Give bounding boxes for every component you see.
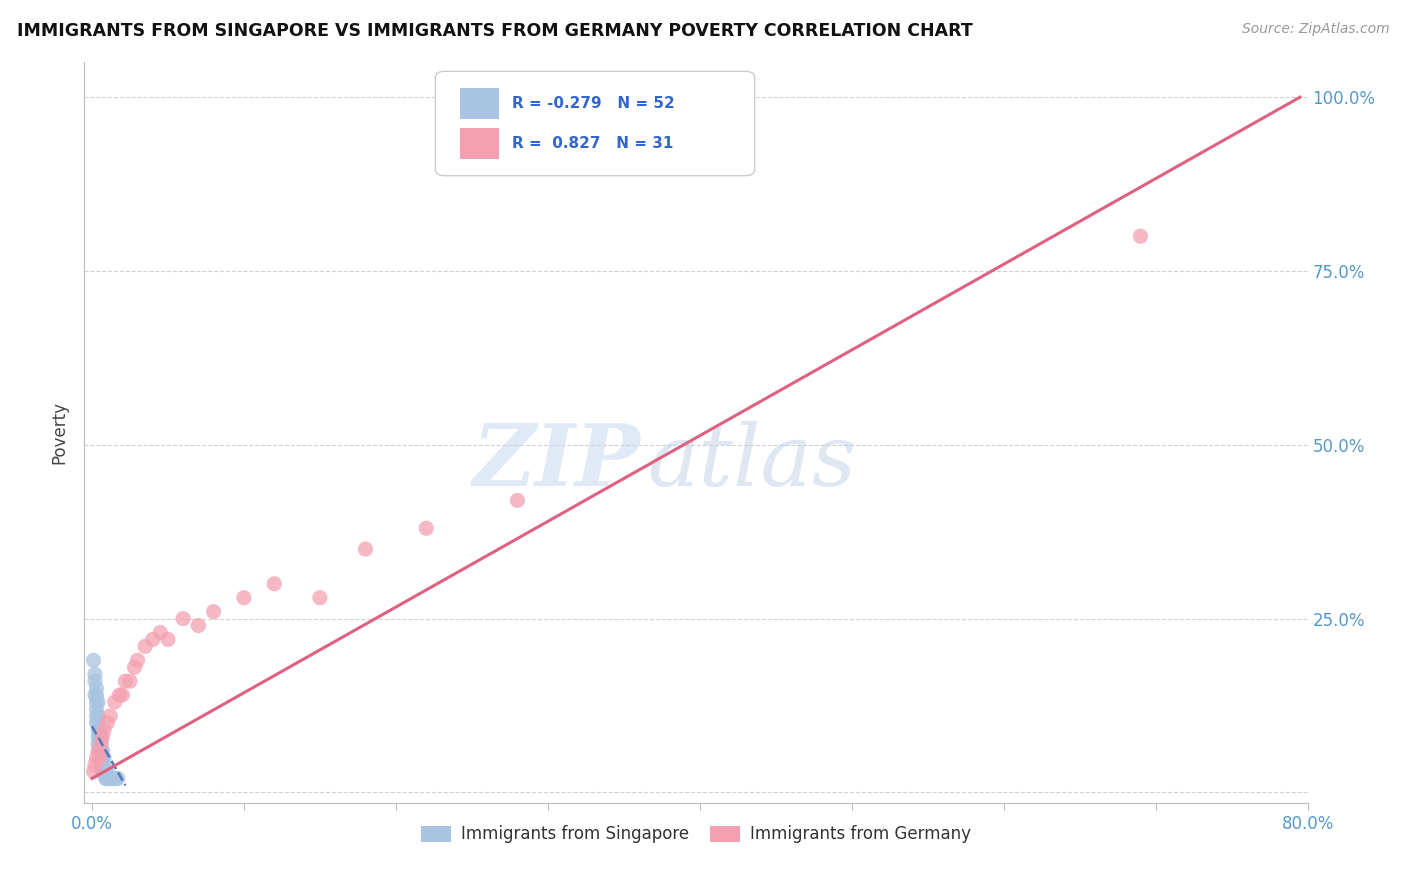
Bar bbox=[460, 128, 499, 159]
Point bbox=[87, 730, 110, 744]
Point bbox=[149, 625, 172, 640]
Point bbox=[91, 750, 114, 764]
Point bbox=[86, 688, 108, 702]
Text: R = -0.279   N = 52: R = -0.279 N = 52 bbox=[513, 96, 675, 112]
Point bbox=[84, 667, 107, 681]
Text: R =  0.827   N = 31: R = 0.827 N = 31 bbox=[513, 136, 673, 151]
Point bbox=[118, 674, 141, 689]
Point bbox=[93, 764, 115, 779]
Point bbox=[84, 688, 107, 702]
Point bbox=[114, 674, 136, 689]
Text: IMMIGRANTS FROM SINGAPORE VS IMMIGRANTS FROM GERMANY POVERTY CORRELATION CHART: IMMIGRANTS FROM SINGAPORE VS IMMIGRANTS … bbox=[17, 22, 973, 40]
Point bbox=[124, 660, 146, 674]
Point bbox=[89, 750, 111, 764]
Point bbox=[134, 640, 156, 654]
Point bbox=[100, 772, 122, 786]
Point bbox=[90, 757, 112, 772]
Point bbox=[82, 653, 104, 667]
Point bbox=[104, 695, 127, 709]
Point bbox=[87, 737, 110, 751]
Point bbox=[86, 709, 108, 723]
Point bbox=[111, 688, 134, 702]
Legend: Immigrants from Singapore, Immigrants from Germany: Immigrants from Singapore, Immigrants fr… bbox=[415, 819, 977, 850]
Point bbox=[93, 757, 115, 772]
Point bbox=[90, 730, 112, 744]
Point bbox=[86, 702, 108, 716]
Point bbox=[506, 493, 529, 508]
Point bbox=[107, 772, 129, 786]
Y-axis label: Poverty: Poverty bbox=[51, 401, 69, 464]
Point bbox=[89, 744, 111, 758]
Point bbox=[98, 709, 121, 723]
Point bbox=[90, 757, 112, 772]
Point bbox=[172, 611, 194, 625]
Point bbox=[91, 744, 114, 758]
Point bbox=[97, 772, 120, 786]
Point bbox=[93, 764, 115, 779]
Point bbox=[89, 744, 111, 758]
Point bbox=[87, 709, 110, 723]
Point bbox=[98, 772, 121, 786]
Point bbox=[90, 744, 112, 758]
Point bbox=[89, 730, 111, 744]
Point bbox=[263, 577, 285, 591]
Text: atlas: atlas bbox=[647, 421, 856, 504]
Point bbox=[187, 618, 209, 632]
Point bbox=[89, 737, 111, 751]
Point bbox=[87, 744, 110, 758]
Point bbox=[96, 772, 118, 786]
Point bbox=[89, 737, 111, 751]
Point bbox=[108, 688, 131, 702]
Point bbox=[232, 591, 254, 605]
Point bbox=[105, 772, 128, 786]
Point bbox=[87, 695, 110, 709]
Point bbox=[94, 772, 117, 786]
Point bbox=[89, 723, 111, 737]
Point bbox=[96, 715, 118, 730]
Point bbox=[84, 757, 107, 772]
Point bbox=[91, 730, 114, 744]
Bar bbox=[460, 88, 499, 120]
Point bbox=[90, 737, 112, 751]
Point bbox=[93, 750, 115, 764]
Text: Source: ZipAtlas.com: Source: ZipAtlas.com bbox=[1241, 22, 1389, 37]
Point bbox=[86, 750, 108, 764]
Point bbox=[96, 772, 118, 786]
Point bbox=[87, 715, 110, 730]
Point bbox=[82, 764, 104, 779]
Point bbox=[202, 605, 225, 619]
Point bbox=[156, 632, 179, 647]
Point bbox=[86, 715, 108, 730]
Point bbox=[93, 723, 115, 737]
Point bbox=[84, 674, 107, 689]
Point bbox=[86, 695, 108, 709]
Point bbox=[98, 772, 121, 786]
Point bbox=[91, 757, 114, 772]
Point bbox=[91, 764, 114, 779]
Point bbox=[309, 591, 332, 605]
Point bbox=[415, 521, 437, 535]
Point bbox=[96, 764, 118, 779]
Point bbox=[97, 772, 120, 786]
Point bbox=[91, 757, 114, 772]
Text: ZIP: ZIP bbox=[472, 420, 641, 504]
Point bbox=[127, 653, 149, 667]
Point bbox=[87, 723, 110, 737]
Point bbox=[104, 772, 127, 786]
Point bbox=[86, 681, 108, 695]
Point bbox=[89, 750, 111, 764]
FancyBboxPatch shape bbox=[436, 71, 755, 176]
Point bbox=[354, 542, 377, 557]
Point bbox=[90, 737, 112, 751]
Point bbox=[90, 750, 112, 764]
Point bbox=[1129, 229, 1152, 244]
Point bbox=[94, 764, 117, 779]
Point bbox=[142, 632, 165, 647]
Point bbox=[103, 772, 125, 786]
